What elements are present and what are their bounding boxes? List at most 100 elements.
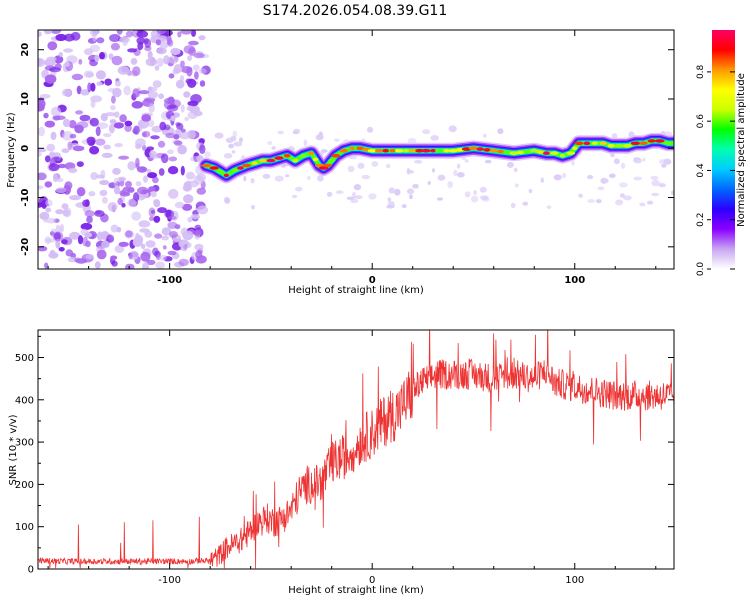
noise-speckle — [149, 216, 155, 221]
noise-speckle — [135, 157, 140, 168]
noise-speckle — [187, 216, 193, 223]
signal-trace-peak — [468, 146, 479, 151]
noise-speckle — [113, 185, 121, 195]
noise-speckle — [55, 33, 67, 42]
noise-speckle — [149, 150, 157, 158]
noise-speckle — [317, 175, 324, 182]
noise-speckle — [84, 232, 93, 238]
noise-speckle — [156, 30, 167, 35]
noise-speckle — [371, 161, 379, 167]
noise-speckle — [94, 261, 101, 269]
signal-trace-peak — [283, 153, 291, 158]
noise-speckle — [124, 120, 133, 127]
noise-speckle — [115, 80, 121, 87]
noise-speckle — [394, 188, 401, 196]
noise-speckle — [99, 179, 110, 186]
signal-trace-peak — [300, 153, 307, 158]
noise-speckle — [326, 191, 333, 197]
noise-speckle — [67, 141, 73, 151]
noise-speckle — [109, 119, 117, 124]
noise-speckle — [177, 144, 187, 155]
noise-speckle — [173, 63, 183, 74]
noise-speckle — [168, 73, 175, 79]
noise-speckle — [118, 155, 130, 160]
signal-trace-peak — [274, 156, 284, 160]
noise-speckle — [145, 57, 158, 67]
noise-speckle — [155, 39, 161, 46]
signal-trace-peak — [389, 148, 396, 153]
noise-speckle — [46, 143, 56, 152]
noise-speckle — [125, 230, 133, 238]
noise-speckle — [65, 249, 74, 257]
noise-speckle — [187, 100, 199, 107]
noise-speckle — [427, 181, 431, 185]
noise-speckle — [43, 30, 53, 35]
noise-speckle — [38, 126, 45, 137]
noise-speckle — [464, 159, 469, 163]
noise-speckle — [100, 213, 109, 223]
signal-trace-peak — [448, 148, 458, 153]
noise-speckle — [180, 60, 185, 68]
noise-speckle — [180, 104, 185, 113]
noise-speckle — [658, 183, 666, 188]
noise-speckle — [137, 30, 144, 34]
noise-speckle — [650, 175, 659, 181]
signal-trace-peak — [374, 148, 384, 153]
noise-speckle — [135, 138, 146, 148]
noise-speckle — [69, 231, 81, 240]
noise-speckle — [663, 158, 672, 165]
noise-speckle — [106, 234, 115, 243]
signal-trace-peak — [566, 151, 576, 155]
noise-speckle — [62, 118, 71, 128]
y-tick-label: 200 — [15, 480, 34, 491]
noise-speckle — [223, 153, 233, 159]
y-tick-label: 400 — [15, 395, 34, 406]
signal-trace-peak — [639, 141, 648, 146]
noise-speckle — [623, 195, 632, 201]
noise-speckle — [69, 133, 77, 139]
y-tick-label: 0 — [28, 565, 34, 576]
noise-speckle — [303, 139, 308, 147]
signal-trace-peak — [292, 158, 299, 163]
noise-speckle — [613, 158, 620, 165]
noise-speckle — [192, 64, 200, 71]
noise-speckle — [50, 106, 62, 117]
noise-speckle — [96, 37, 105, 44]
spectrogram-frame — [37, 29, 675, 270]
noise-speckle — [78, 58, 83, 65]
noise-speckle — [109, 34, 121, 42]
signal-trace-peak — [223, 173, 229, 178]
signal-trace-peak — [630, 141, 641, 146]
noise-speckle — [153, 215, 161, 223]
noise-speckle — [123, 85, 131, 96]
figure-title: S174.2026.054.08.39.G11 — [263, 3, 448, 19]
noise-speckle — [160, 153, 169, 164]
noise-speckle — [134, 234, 144, 245]
noise-speckle — [50, 30, 62, 34]
signal-trace-peak — [312, 157, 319, 162]
noise-speckle — [122, 38, 128, 47]
signal-trace-peak — [435, 148, 444, 153]
noise-speckle — [157, 207, 168, 214]
noise-speckle — [334, 138, 340, 142]
noise-speckle — [238, 137, 244, 143]
noise-speckle — [571, 161, 575, 166]
noise-speckle — [169, 231, 178, 238]
noise-speckle — [55, 177, 64, 183]
noise-speckle — [180, 30, 193, 35]
noise-speckle — [587, 199, 595, 203]
signal-trace-peak — [509, 151, 519, 155]
noise-speckle — [83, 70, 94, 78]
noise-speckle — [196, 205, 209, 215]
noise-speckle — [55, 238, 61, 249]
noise-speckle — [102, 133, 112, 138]
noise-speckle — [159, 254, 167, 261]
noise-speckle — [199, 80, 206, 87]
noise-speckle — [144, 230, 153, 238]
snr-panel: -100 0 100 0 100 200 300 400 500 Height of stra… — [8, 329, 675, 596]
noise-speckle — [48, 252, 59, 259]
noise-speckle — [148, 207, 156, 217]
noise-speckle — [110, 224, 119, 233]
noise-speckle — [55, 209, 64, 215]
noise-speckle — [522, 201, 529, 206]
